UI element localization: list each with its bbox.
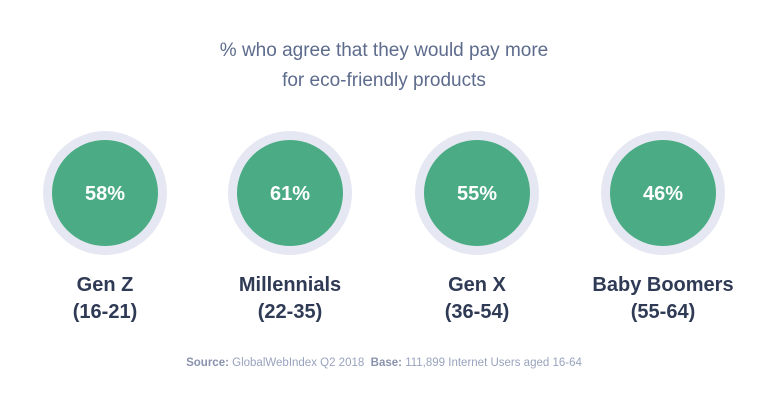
age-range-label: (55-64) — [631, 301, 695, 323]
base-label: Base: — [370, 357, 402, 369]
value-label: 46% — [643, 183, 683, 205]
value-label: 55% — [457, 183, 497, 205]
age-range-label: (16-21) — [73, 301, 137, 323]
title-line-2: for eco-friendly products — [282, 70, 486, 91]
value-label: 61% — [270, 183, 310, 205]
value-label: 58% — [85, 183, 125, 205]
source-label: Source: — [186, 357, 229, 369]
age-range-label: (22-35) — [258, 301, 322, 323]
bubble-baby-boomers — [610, 140, 716, 246]
title-line-1: % who agree that they would pay more — [219, 40, 549, 61]
source-note: Source: GlobalWebIndex Q2 2018 Base: 111… — [0, 357, 768, 369]
category-label: Baby Boomers — [592, 274, 733, 296]
category-label: Gen X — [448, 274, 506, 296]
bubble-gen-z — [52, 140, 158, 246]
category-label: Millennials — [239, 274, 341, 296]
category-label: Gen Z — [77, 274, 134, 296]
bubble-millennials — [237, 140, 343, 246]
source-value: GlobalWebIndex Q2 2018 — [232, 357, 365, 369]
base-value: 111,899 Internet Users aged 16-64 — [405, 357, 582, 369]
bubble-gen-x — [424, 140, 530, 246]
chart-title: % who agree that they would pay more for… — [0, 36, 768, 96]
age-range-label: (36-54) — [445, 301, 509, 323]
